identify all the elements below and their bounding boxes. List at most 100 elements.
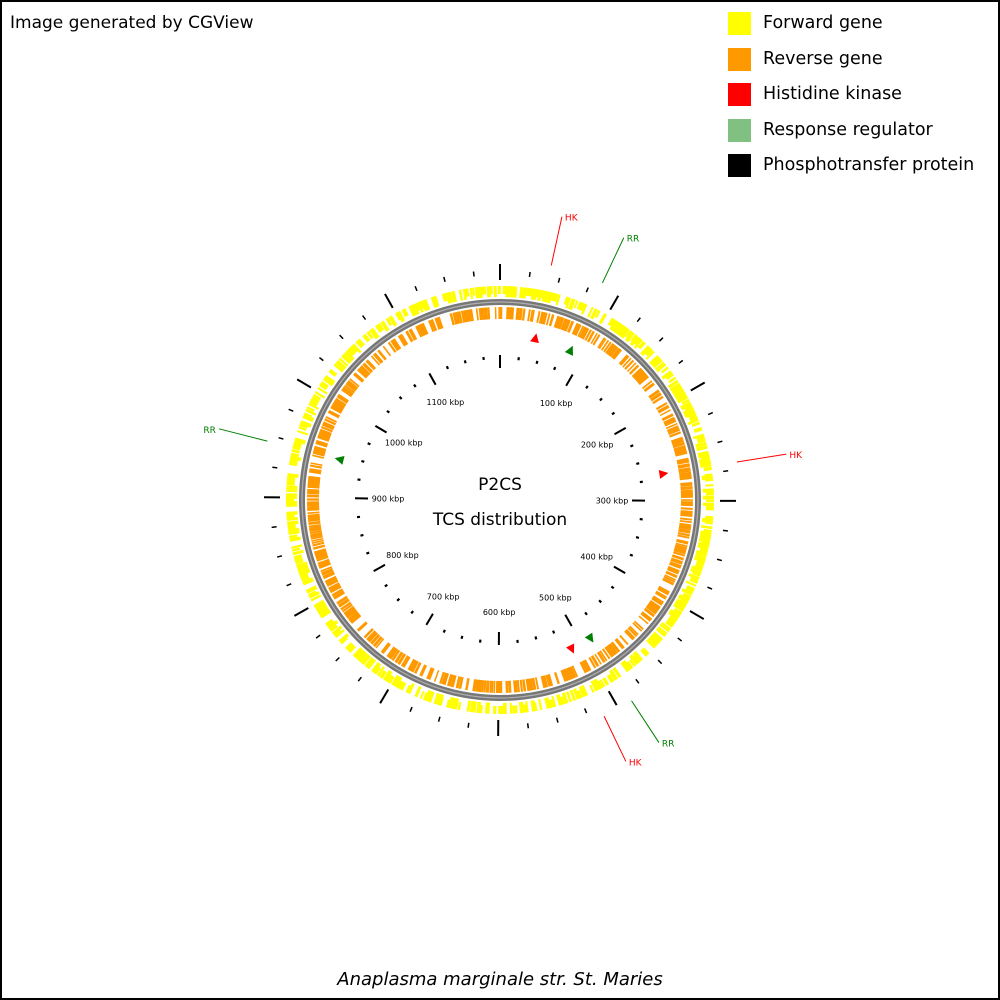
forward-gene xyxy=(344,350,355,361)
reverse-gene xyxy=(507,307,512,320)
forward-gene xyxy=(679,598,688,605)
reverse-gene xyxy=(478,307,482,321)
legend-label: Forward gene xyxy=(763,13,883,33)
forward-gene xyxy=(543,290,551,303)
reverse-gene xyxy=(336,395,349,404)
forward-gene xyxy=(356,650,367,661)
reverse-gene xyxy=(598,338,607,350)
reverse-gene xyxy=(446,674,453,687)
forward-gene xyxy=(667,379,679,389)
reverse-gene xyxy=(437,316,444,329)
reverse-gene xyxy=(448,674,454,687)
reverse-gene xyxy=(320,425,333,433)
forward-gene xyxy=(589,308,598,320)
forward-gene xyxy=(691,565,703,572)
reverse-gene xyxy=(466,309,471,322)
forward-gene xyxy=(452,697,459,710)
reverse-gene xyxy=(677,534,690,539)
reverse-gene xyxy=(597,337,606,349)
forward-gene xyxy=(518,701,525,714)
ruler-minor-tick xyxy=(361,459,365,463)
forward-gene xyxy=(697,452,710,459)
reverse-gene xyxy=(600,339,610,351)
reverse-gene xyxy=(562,668,570,682)
reverse-gene xyxy=(479,307,485,320)
forward-gene xyxy=(650,633,662,644)
reverse-gene xyxy=(680,511,693,516)
outer-minor-tick xyxy=(526,723,530,729)
forward-gene-swatch xyxy=(728,12,751,35)
forward-gene xyxy=(292,549,304,556)
reverse-gene xyxy=(606,344,617,356)
histidine-kinase-swatch xyxy=(728,83,751,106)
reverse-gene xyxy=(357,367,369,379)
forward-gene xyxy=(419,690,425,700)
forward-gene xyxy=(553,293,559,302)
reverse-gene xyxy=(309,526,322,532)
forward-gene xyxy=(375,324,383,333)
forward-gene xyxy=(696,445,708,452)
forward-gene xyxy=(366,331,374,340)
ruler-minor-tick xyxy=(365,551,370,555)
forward-gene xyxy=(537,289,543,302)
forward-gene xyxy=(646,639,656,649)
ruler-minor-tick xyxy=(410,610,414,615)
tcs-feature-track: HK RR HK RR HK RR xyxy=(203,214,803,769)
reverse-gene xyxy=(633,370,645,381)
reverse-gene xyxy=(527,309,531,322)
feature-callout-line xyxy=(736,453,787,463)
forward-gene xyxy=(581,684,589,697)
reverse-gene xyxy=(540,675,546,689)
reverse-gene xyxy=(518,308,523,321)
forward-gene xyxy=(430,296,437,308)
reverse-gene xyxy=(353,372,365,383)
ruler-minor-tick xyxy=(629,553,634,557)
ruler-major-tick xyxy=(565,374,574,387)
reverse-gene xyxy=(337,598,350,608)
forward-gene xyxy=(704,473,713,477)
outer-minor-tick xyxy=(357,676,362,682)
forward-gene xyxy=(535,289,540,298)
reverse-gene xyxy=(665,570,678,579)
forward-gene xyxy=(508,286,513,298)
reverse-gene xyxy=(522,679,527,692)
forward-gene xyxy=(383,669,393,682)
forward-gene xyxy=(299,423,308,429)
ruler-major-tick xyxy=(428,372,437,386)
forward-gene xyxy=(660,621,672,631)
forward-gene xyxy=(411,303,420,316)
reverse-gene xyxy=(664,574,676,581)
forward-gene xyxy=(704,477,714,482)
reverse-gene xyxy=(402,656,411,668)
ruler-minor-tick xyxy=(610,585,615,590)
forward-gene xyxy=(697,450,709,456)
reverse-gene xyxy=(679,517,693,521)
forward-gene xyxy=(335,359,347,371)
outer-minor-tick xyxy=(636,317,641,323)
reverse-gene xyxy=(614,638,625,650)
reverse-gene xyxy=(308,520,321,526)
forward-gene xyxy=(649,354,660,365)
reverse-gene xyxy=(391,649,401,661)
reverse-gene xyxy=(413,661,422,674)
legend-label: Response regulator xyxy=(763,119,933,140)
reverse-gene xyxy=(667,427,681,436)
forward-gene xyxy=(396,310,406,323)
ruler-major-tick xyxy=(564,614,573,627)
reverse-gene xyxy=(392,338,402,350)
forward-gene xyxy=(371,662,382,674)
reverse-gene xyxy=(483,680,487,693)
reverse-gene xyxy=(680,514,693,517)
forward-gene xyxy=(665,372,674,381)
forward-gene xyxy=(629,335,640,347)
forward-gene xyxy=(296,561,308,568)
reverse-gene xyxy=(624,630,634,641)
reverse-gene xyxy=(541,312,548,325)
reverse-gene xyxy=(314,550,328,558)
ruler-minor-tick xyxy=(463,360,467,364)
reverse-gene xyxy=(674,546,687,553)
forward-gene xyxy=(705,484,714,487)
outer-minor-tick xyxy=(557,277,561,283)
reverse-gene xyxy=(363,628,374,639)
forward-gene xyxy=(448,696,455,709)
